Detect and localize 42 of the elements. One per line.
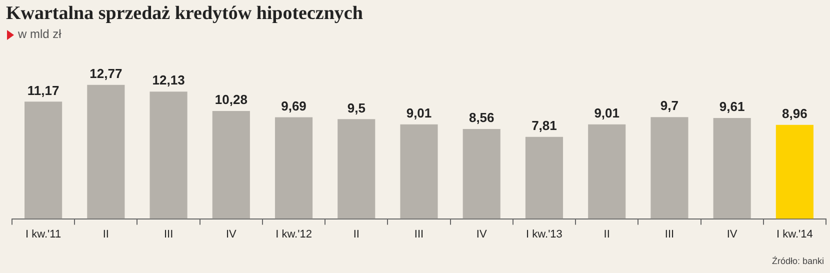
x-tick-label: III	[664, 228, 674, 240]
bar	[400, 124, 438, 219]
data-label: 12,77	[90, 66, 122, 81]
x-tick-label: III	[414, 228, 424, 240]
bar	[588, 124, 626, 219]
x-tick-label: II	[604, 228, 610, 240]
data-label: 9,69	[281, 98, 306, 114]
bar	[274, 117, 313, 219]
bar	[462, 129, 500, 219]
x-tick-label: I kw.'11	[26, 228, 62, 240]
bar	[650, 117, 688, 219]
x-tick-label: IV	[476, 228, 488, 240]
data-label: 12,13	[152, 72, 185, 88]
x-tick-label: I kw.'13	[526, 228, 562, 240]
data-label: 9,5	[347, 100, 366, 116]
chart-title: Kwartalna sprzedaż kredytów hipotecznych	[6, 3, 363, 25]
bar	[212, 111, 250, 219]
data-label: 9,01	[406, 105, 432, 120]
bar	[87, 84, 125, 219]
data-label: 9,61	[719, 99, 745, 114]
data-label: 8,96	[782, 106, 808, 121]
x-tick-label: IV	[726, 228, 738, 240]
bar	[525, 136, 564, 219]
bar	[776, 124, 814, 219]
x-tick-label: III	[164, 228, 174, 240]
bar	[713, 118, 751, 219]
x-tick-label: I kw.'14	[776, 228, 813, 240]
data-label: 11,17	[27, 82, 60, 98]
x-tick-label: II	[353, 228, 360, 240]
x-tick-label: I kw.'12	[276, 228, 312, 240]
data-label: 9,7	[660, 98, 678, 114]
data-label: 10,28	[214, 92, 248, 108]
x-tick-label: II	[102, 228, 109, 240]
data-label: 9,01	[594, 105, 620, 120]
text: Źródło: banki	[772, 256, 824, 266]
data-label: 7,81	[532, 118, 557, 133]
bar	[150, 92, 188, 219]
bar	[338, 119, 376, 219]
data-label: 8,56	[468, 110, 494, 126]
chart-subtitle: w mld zł	[18, 27, 62, 41]
x-tick-label: IV	[226, 228, 238, 240]
bar	[24, 102, 62, 219]
